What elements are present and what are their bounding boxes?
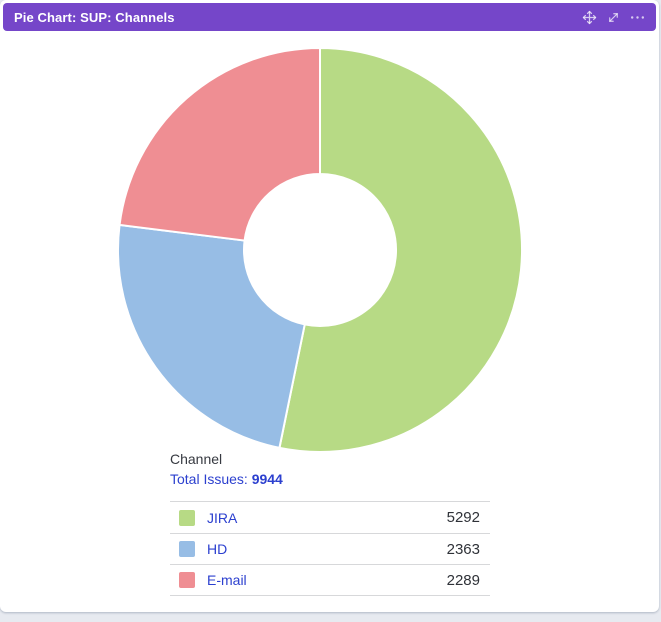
donut-chart-area [110,40,530,460]
total-issues-line: Total Issues: 9944 [170,469,283,489]
gadget-title: Pie Chart: SUP: Channels [14,9,175,25]
donut-chart [117,47,523,453]
legend-value: 2363 [446,540,480,558]
legend-color-swatch [179,509,195,526]
legend-color-swatch [179,572,195,588]
legend-value: 5292 [446,509,480,526]
legend-row: HD 2363 [170,533,490,564]
legend-color-swatch [179,541,195,557]
legend-label-link[interactable]: HD [207,541,228,557]
pie-slice-e-mail[interactable] [118,47,321,242]
gadget-header-actions [581,9,656,26]
move-gadget-button[interactable] [581,9,598,26]
pie-slice-hd[interactable] [117,223,306,449]
legend-value: 2289 [446,571,480,589]
legend-row: JIRA 5292 [170,502,490,533]
total-issues-value: 9944 [251,471,283,487]
gadget-content: Channel Total Issues: 9944 JIRA 5292 HD … [0,31,659,612]
legend-table: JIRA 5292 HD 2363 E-mail 2289 [170,501,490,596]
chart-summary: Channel Total Issues: 9944 [170,449,283,489]
total-issues-label: Total Issues: [170,471,252,487]
pie-slice-jira[interactable] [278,47,523,453]
maximize-gadget-button[interactable] [605,9,622,26]
expand-icon [606,10,621,25]
more-options-icon [629,9,646,26]
gadget-menu-button[interactable] [629,9,646,26]
gadget-header: Pie Chart: SUP: Channels [3,3,656,31]
legend-label-link[interactable]: JIRA [207,509,238,526]
stat-type-label: Channel [170,451,223,467]
move-icon [581,9,598,26]
legend-row: E-mail 2289 [170,564,490,595]
legend-label-link[interactable]: E-mail [207,572,247,588]
